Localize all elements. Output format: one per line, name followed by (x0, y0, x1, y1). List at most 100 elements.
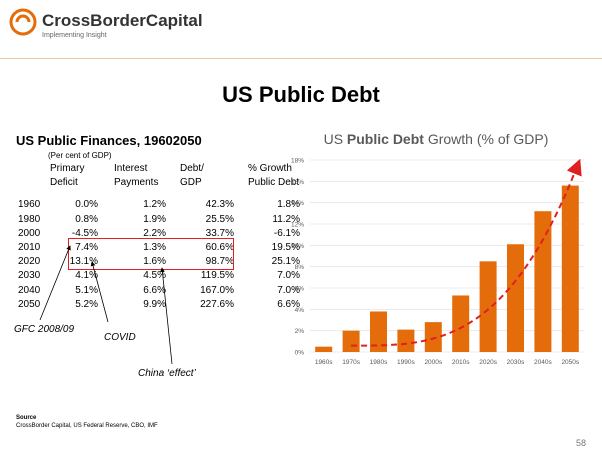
bar-2020s (479, 261, 497, 352)
table-cell: -6.1% (273, 227, 300, 239)
header-divider (0, 58, 602, 59)
annotation-covid: COVID (104, 332, 136, 343)
chart-x-axis: 1960s 1970s 1980s 1990s 2000s 2010s 2020s 2030s… (315, 359, 580, 366)
table-cell: 9.9% (143, 298, 166, 310)
public-debt-growth-chart: US Public Debt Growth (% of GDP) 0% 2% 4% 6… (291, 131, 584, 366)
table-cell-year: 2030 (18, 270, 41, 282)
x-tick-label: 1990s (397, 359, 415, 366)
highlight-box (68, 238, 234, 270)
header-growth-public-debt: % Growth Public Debt (248, 163, 300, 189)
bar-1990s (397, 329, 415, 352)
table-cell: 1.8% (277, 199, 300, 211)
table-row: 2010 7.4% 1.3% 60.6% 19.5% (16, 241, 300, 255)
table-cell: 0.0% (75, 199, 98, 211)
annotation-gfc: GFC 2008/09 (14, 324, 75, 335)
x-tick-label: 1960s (315, 359, 333, 366)
x-tick-label: 2050s (561, 359, 579, 366)
table-row: 2030 4.1% 4.5% 119.5% 7.0% (16, 269, 300, 283)
y-tick-label: 10% (291, 243, 304, 250)
brand-tagline: Implementing Insight (42, 32, 107, 39)
table-cell: 7.0% (277, 270, 300, 282)
table-cell-year: 2020 (18, 256, 41, 268)
table-cell: 60.6% (205, 242, 234, 254)
table-cell-year: 1960 (18, 199, 41, 211)
bar-1960s (315, 346, 333, 352)
table-row: 1960 0.0% 1.2% 42.3% 1.8% (16, 198, 300, 212)
table-cell: 1.3% (143, 242, 166, 254)
table-row: 1980 0.8% 1.9% 25.5% 11.2% (16, 213, 300, 227)
table-cell: 1.6% (143, 256, 166, 268)
public-finances-table: Primary Deficit Interest Payments Debt/GDP… (16, 162, 300, 312)
table-row: 2000 -4.5% 2.2% 33.7% -6.1% (16, 227, 300, 241)
y-tick-label: 16% (291, 179, 304, 186)
logo-ring-icon (9, 8, 37, 36)
table-cell: 98.7% (205, 256, 234, 268)
table-cell: 0.8% (75, 213, 98, 225)
source-text: CrossBorder Capital, US Federal Reserve,… (16, 423, 158, 429)
chart-bars (315, 185, 579, 352)
x-tick-label: 2020s (479, 359, 497, 366)
table-cell-year: 2010 (18, 242, 41, 254)
crossborder-logo: CrossBorderCapital Implementing Insight (9, 8, 203, 39)
table-cell: 4.1% (75, 270, 98, 282)
table-cell: 11.2% (272, 213, 300, 225)
x-tick-label: 1980s (370, 359, 388, 366)
table-header-row: Primary Deficit Interest Payments Debt/GDP… (16, 162, 300, 190)
table-cell: 5.2% (75, 298, 98, 310)
bar-2010s (452, 295, 470, 352)
table-cell: 19.5% (271, 242, 300, 254)
table-cell: 42.3% (205, 199, 234, 211)
table-cell: 6.6% (277, 298, 300, 310)
table-cell-year: 2040 (18, 284, 41, 296)
table-row: 2040 5.1% 6.6% 167.0% 7.0% (16, 284, 300, 298)
x-tick-label: 2030s (507, 359, 525, 366)
bar-2030s (507, 244, 524, 352)
y-tick-label: 8% (295, 264, 305, 271)
table-cell: 7.0% (277, 284, 300, 296)
table-cell: 7.4% (75, 242, 98, 254)
header-debt-gdp: Debt/GDP (180, 163, 204, 189)
table-cell: 5.1% (75, 284, 98, 296)
source-label: Source (16, 415, 37, 421)
table-cell: 2.2% (143, 227, 166, 239)
table-cell: 119.5% (200, 270, 234, 282)
table-row: 2050 5.2% 9.9% 227.6% 6.6% (16, 298, 300, 312)
y-tick-label: 4% (295, 307, 305, 314)
x-tick-label: 2000s (424, 359, 442, 366)
table-cell: 1.9% (143, 213, 166, 225)
bar-1980s (370, 311, 387, 352)
table-cell-year: 2000 (18, 227, 41, 239)
table-cell-year: 1980 (18, 213, 41, 225)
table-cell: 33.7% (205, 227, 234, 239)
table-subtitle: (Per cent of GDP) (48, 151, 112, 160)
table-cell: -4.5% (71, 227, 98, 239)
chart-title: US Public Debt Growth (% of GDP) (324, 131, 549, 147)
bar-2050s (561, 185, 579, 352)
bar-2040s (534, 211, 552, 352)
header-interest-payments: Interest Payments (114, 163, 159, 189)
table-cell: 25.5% (205, 213, 234, 225)
brand-name: CrossBorderCapital (42, 11, 203, 30)
annotation-china: China ‘effect’ (138, 368, 196, 379)
slide-title: US Public Debt (222, 82, 380, 107)
bar-1970s (342, 330, 360, 352)
header-primary-deficit: Primary Deficit (50, 163, 85, 189)
table-body: 1960 0.0% 1.2% 42.3% 1.8% 1980 0.8% 1.9% 25.5% 11… (16, 198, 300, 312)
table-cell: 1.2% (143, 199, 166, 211)
table-cell: 4.5% (143, 270, 166, 282)
y-tick-label: 6% (295, 286, 305, 293)
y-tick-label: 2% (295, 328, 305, 335)
table-cell-year: 2050 (18, 298, 41, 310)
table-cell: 25.1% (271, 256, 300, 268)
x-tick-label: 1970s (342, 359, 360, 366)
table-cell: 227.6% (200, 298, 234, 310)
y-tick-label: 0% (295, 350, 305, 357)
table-title: US Public Finances, 19602050 (16, 133, 202, 148)
chart-y-axis: 0% 2% 4% 6% 8% 10% 12% 14% 16% 18% (291, 158, 304, 357)
table-cell: 6.6% (143, 284, 166, 296)
bar-2000s (424, 322, 442, 352)
y-tick-label: 12% (291, 222, 304, 229)
table-row: 2020 13.1% 1.6% 98.7% 25.1% (16, 255, 300, 269)
y-tick-label: 14% (291, 200, 304, 207)
table-cell: 13.1% (69, 256, 98, 268)
